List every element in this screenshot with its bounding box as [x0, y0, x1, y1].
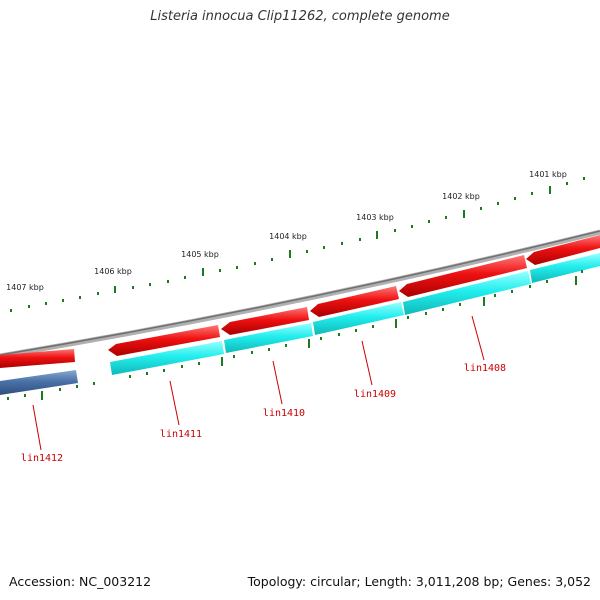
- genome-summary-text: Topology: circular; Length: 3,011,208 bp…: [247, 574, 591, 589]
- forward-gene: [399, 255, 527, 297]
- reverse-gene-lin1412: [0, 370, 78, 395]
- forward-strand-genes: [0, 235, 600, 368]
- reverse-gene: [530, 253, 600, 283]
- minor-ticks: [10, 177, 585, 312]
- scale-label-1402: 1402 kbp: [442, 192, 480, 201]
- genome-backbone: [0, 229, 600, 359]
- forward-gene: [221, 307, 309, 335]
- reverse-gene-lin1409: [313, 302, 404, 335]
- accession-text: Accession: NC_003212: [9, 574, 152, 589]
- scale-label-1404: 1404 kbp: [269, 232, 307, 241]
- forward-gene: [108, 325, 220, 356]
- gene-leader-lines: [32, 315, 485, 451]
- gene-label-lin1412[interactable]: lin1412: [21, 453, 63, 464]
- gene-labels: lin1408 lin1409 lin1410 lin1411 lin1412: [21, 363, 506, 464]
- reverse-gene-lin1408: [403, 271, 531, 315]
- reverse-gene-lin1411: [110, 341, 224, 375]
- gene-label-lin1408[interactable]: lin1408: [464, 363, 506, 374]
- scale-label-1401: 1401 kbp: [529, 170, 567, 179]
- forward-gene: [526, 235, 600, 265]
- scale-label-1407: 1407 kbp: [6, 283, 44, 292]
- scale-label-1403: 1403 kbp: [356, 213, 394, 222]
- scale-label-1406: 1406 kbp: [94, 267, 132, 276]
- reverse-gene-lin1410: [224, 323, 313, 353]
- gene-label-lin1409[interactable]: lin1409: [354, 389, 396, 400]
- genome-title: Listeria innocua Clip11262, complete gen…: [150, 9, 450, 24]
- scale-label-1405: 1405 kbp: [181, 250, 219, 259]
- inner-tick-ring: [7, 270, 583, 400]
- reverse-strand-genes: [0, 253, 600, 395]
- gene-label-lin1411[interactable]: lin1411: [160, 429, 202, 440]
- forward-gene: [310, 286, 399, 317]
- outer-tick-ring: 1401 kbp 1402 kbp 1403 kbp 1404 kbp 1405…: [6, 170, 585, 312]
- gene-label-lin1410[interactable]: lin1410: [263, 408, 305, 419]
- forward-gene: [0, 349, 75, 368]
- major-ticks: [114, 186, 551, 293]
